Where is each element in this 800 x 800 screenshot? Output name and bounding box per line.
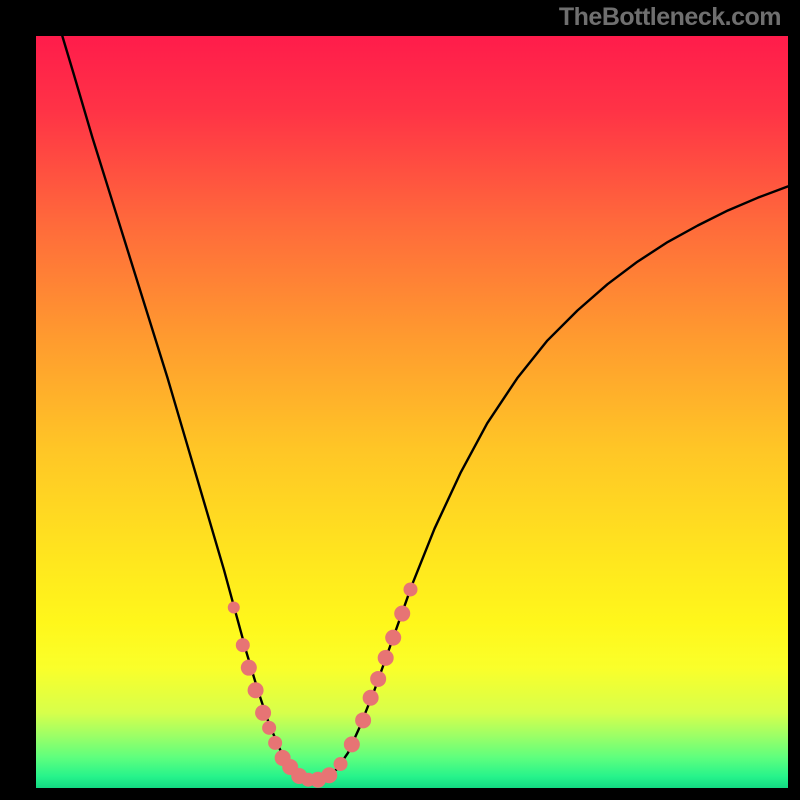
curve-marker: [236, 638, 250, 652]
curve-marker: [385, 630, 401, 646]
curve-marker: [355, 712, 371, 728]
plot-background: [36, 36, 788, 788]
curve-marker: [321, 767, 337, 783]
curve-marker: [255, 705, 271, 721]
curve-marker: [404, 582, 418, 596]
curve-marker: [334, 757, 348, 771]
chart-frame: [0, 0, 800, 800]
curve-marker: [363, 690, 379, 706]
watermark-text: TheBottleneck.com: [559, 3, 781, 32]
curve-marker: [262, 721, 276, 735]
curve-marker: [248, 682, 264, 698]
curve-marker: [344, 736, 360, 752]
curve-marker: [268, 736, 282, 750]
chart-svg: [0, 0, 800, 800]
curve-marker: [370, 671, 386, 687]
curve-marker: [394, 606, 410, 622]
curve-marker: [378, 650, 394, 666]
curve-marker: [241, 660, 257, 676]
curve-marker: [228, 602, 240, 614]
